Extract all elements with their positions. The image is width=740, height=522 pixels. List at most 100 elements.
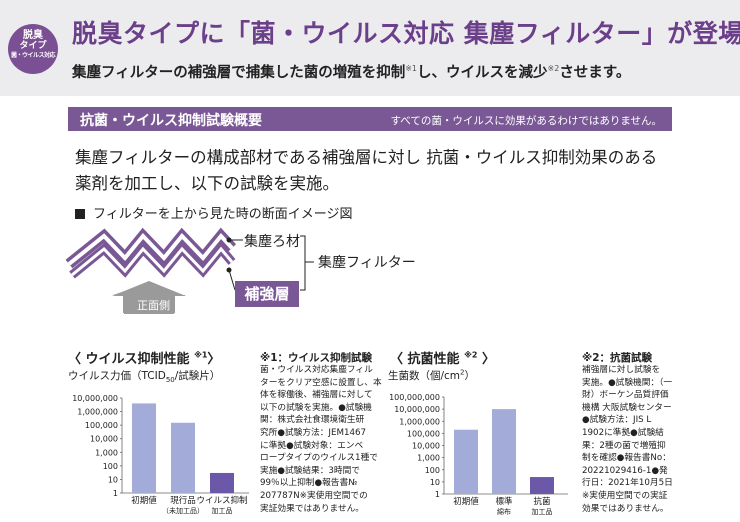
antibacterial-chart-title-close: 〉 <box>481 352 495 367</box>
badge-line-1: 脱臭 <box>23 30 43 41</box>
note-2-line: 制を確認●報告書No： <box>582 453 671 464</box>
y-tick-label: 1 <box>435 490 440 499</box>
y-tick-label: 10,000 <box>90 435 118 444</box>
reinforce-layer-inner-line <box>71 246 234 277</box>
note-2-line: 効果ではありません。 <box>582 503 669 514</box>
x-category-label: 抗菌 <box>533 496 550 507</box>
subline-note-1: ※1 <box>405 64 418 74</box>
antibacterial-chart: 100,000,000 10,000,000 1,000,000 100,000 10,… <box>389 393 568 516</box>
section-title: 抗菌・ウイルス抑制試験概要 <box>80 113 262 129</box>
note-1-line: 関：株式会社食環境衛生研 <box>260 415 365 426</box>
reinforce-pointer-line <box>228 269 236 291</box>
virus-unit-suffix: /試験片） <box>174 370 221 382</box>
virus-chart-title-note: ※1 <box>194 350 208 360</box>
bar-1 <box>454 429 478 494</box>
x-category-label: （未加工品） <box>162 506 204 515</box>
antibacterial-chart-unit: 生菌数（個/cm2） <box>388 368 475 383</box>
front-side-label: 正面側 <box>137 299 170 312</box>
y-tick-label: 1,000 <box>417 454 440 463</box>
x-category-label: 初期値 <box>131 495 157 506</box>
note-2-line: 果：2種の菌で増殖抑 <box>582 440 666 451</box>
note-2-line: 20221029416-1●発 <box>582 465 668 476</box>
antibacterial-unit-prefix: 生菌数（個/cm <box>388 370 461 382</box>
badge-line-2: タイプ <box>19 40 47 51</box>
note-1-line: 207787N※実使用空間での <box>260 490 368 501</box>
note-1-line: 究所●試験方法：JEM1467 <box>260 427 367 438</box>
note-2-line: ※実使用空間での実証 <box>582 490 668 501</box>
note-1-title: ※1：ウイルス抑制試験 <box>260 352 373 364</box>
subline-note-2: ※2 <box>547 64 560 74</box>
note-2-body: 補強層に対し試験を実施。●試験機関：（一 財）ボーケン品質評価 機構 大阪試験センタ… <box>582 364 673 515</box>
x-category-label: 加工品 <box>212 506 233 515</box>
note-1-line: 実証効果ではありません。 <box>260 503 364 514</box>
front-arrow-head <box>112 281 186 296</box>
note-1-line: 実施●試験結果：3時間で <box>260 465 360 476</box>
note-1-line: 体を稼働後、補強層に対して <box>260 390 373 401</box>
y-tick-label: 1,000 <box>95 448 118 457</box>
virus-chart-title-close: 〉 <box>207 352 221 367</box>
note-2-line: 実施。●試験機関：（一 <box>582 377 673 388</box>
y-tick-label: 100 <box>425 466 440 475</box>
front-arrow-shaft <box>124 295 174 314</box>
note-2-line: 財）ボーケン品質評価 <box>582 390 669 401</box>
x-category-label: 初期値 <box>453 496 479 507</box>
x-category-label: 標準 <box>495 496 513 507</box>
note-1-line: ロープタイプのウイルス1種で <box>260 453 378 464</box>
subline: 集塵フィルターの補強層で捕集した菌の増殖を抑制※1し、ウイルスを減少※2させます… <box>72 61 630 82</box>
note-1-body: 菌・ウイルス対応集塵フィル ターをクリア空感に設置し、本 体を稼働後、補強層に対して… <box>260 364 382 515</box>
y-tick-label: 1,000,000 <box>399 417 440 426</box>
y-tick-label: 10,000 <box>412 442 440 451</box>
note-2-line: 補強層に対し試験を <box>582 365 661 375</box>
antibacterial-unit-sup: 2 <box>460 368 465 377</box>
x-category-label: 現行品 <box>170 495 196 506</box>
note-1-line: ターをクリア空感に設置し、本 <box>260 377 382 388</box>
virus-chart: 10,000,000 1,000,000 100,000 10,000 1,000 100… <box>72 394 249 515</box>
antibacterial-chart-title-note: ※2 <box>464 350 478 360</box>
headline: 脱臭タイプに「菌・ウイルス対応 集塵フィルター」が登場！ <box>72 19 740 48</box>
y-tick-label: 10,000,000 <box>394 405 440 414</box>
antibacterial-chart-title: 〈 抗菌性能 ※2 〉 <box>390 348 495 367</box>
filter-bracket <box>300 235 314 291</box>
square-bullet-icon <box>75 209 85 219</box>
bar-2 <box>492 409 516 494</box>
filter-media-inner-line <box>67 232 234 266</box>
y-tick-label: 1,000,000 <box>77 408 118 417</box>
description: 集塵フィルターの構成部材である補強層に対し 抗菌・ウイルス抑制効果のある 薬剤を… <box>75 145 695 197</box>
section-notice: すべての菌・ウイルスに効果があるわけではありません。 <box>390 115 662 127</box>
note-2-line: 行日：2021年10月5日 <box>582 478 673 489</box>
test-overview-bar: 抗菌・ウイルス抑制試験概要 すべての菌・ウイルスに効果があるわけではありません。 <box>68 107 672 131</box>
y-tick-label: 100,000,000 <box>389 393 440 402</box>
header-banner: 脱臭 タイプ 菌・ウイルス対応 脱臭タイプに「菌・ウイルス対応 集塵フィルター」… <box>0 0 740 96</box>
y-tick-label: 100,000 <box>407 429 440 438</box>
note-2-line: 1902に準拠●試験結 <box>582 427 664 438</box>
bar-1 <box>132 403 156 493</box>
antibacterial-chart-title-text: 〈 抗菌性能 <box>390 352 460 367</box>
cross-section-title-text: フィルターを上から見た時の断面イメージ図 <box>93 207 353 222</box>
subline-part-1: 集塵フィルターの補強層で捕集した菌の増殖を抑制 <box>72 65 406 81</box>
virus-chart-unit: ウイルス力価（TCID50/試験片） <box>68 368 220 384</box>
reinforce-layer-label: 補強層 <box>235 281 299 307</box>
y-tick-label: 100 <box>103 462 118 471</box>
x-category-label: ウイルス抑制 <box>196 495 247 506</box>
subline-part-3: させます。 <box>559 65 631 81</box>
virus-chart-title: 〈 ウイルス抑制性能 ※1〉 <box>68 348 220 367</box>
y-tick-label: 1 <box>113 489 118 498</box>
y-tick-label: 10,000,000 <box>72 394 118 403</box>
description-line-2: 薬剤を加工し、以下の試験を実施。 <box>75 174 339 193</box>
y-tick-label: 10 <box>430 478 440 487</box>
y-tick-label: 100,000 <box>85 421 118 430</box>
virus-unit-prefix: ウイルス力価（TCID <box>68 370 166 382</box>
note-2-line: ●試験方法：JIS L <box>582 415 652 426</box>
deodorize-type-badge: 脱臭 タイプ 菌・ウイルス対応 <box>8 24 58 74</box>
note-1-line: に準拠●試験対象：エンベ <box>260 440 364 451</box>
description-line-1: 集塵フィルターの構成部材である補強層に対し 抗菌・ウイルス抑制効果のある <box>75 148 658 167</box>
note-2-line: 機構 大阪試験センター <box>582 402 672 413</box>
cross-section-title: フィルターを上から見た時の断面イメージ図 <box>75 203 352 222</box>
virus-chart-title-text: 〈 ウイルス抑制性能 <box>68 352 190 367</box>
x-category-label: 綿布 <box>497 507 511 516</box>
antibacterial-unit-suffix: ） <box>464 370 476 382</box>
note-2-title: ※2：抗菌試験 <box>582 352 653 364</box>
bar-3 <box>530 477 554 494</box>
bar-3 <box>210 472 234 493</box>
